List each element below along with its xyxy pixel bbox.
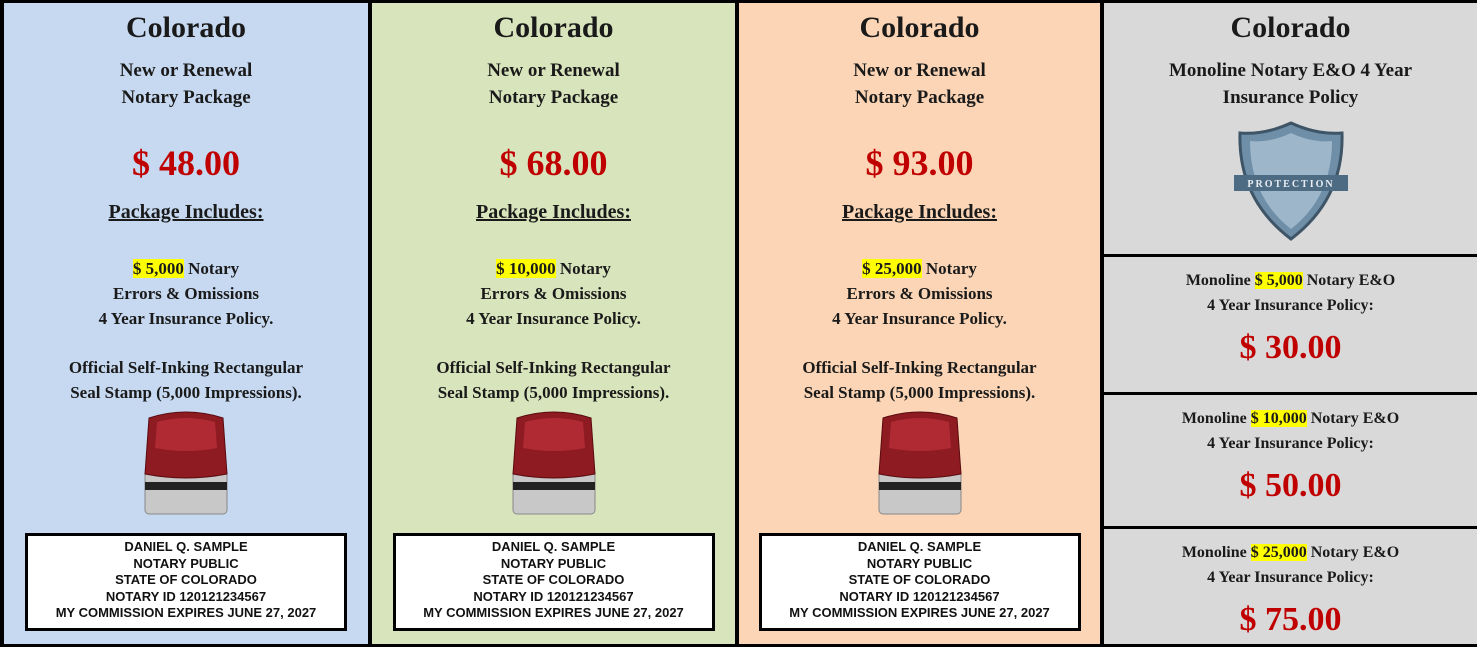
package-title: Notary Package <box>372 86 735 111</box>
coverage-line: $ 5,000 Notary <box>4 258 368 280</box>
policy-suffix: Notary E&O <box>1311 410 1399 427</box>
stamp-line: Official Self-Inking Rectangular <box>372 357 735 379</box>
policy-heading: Monoline $ 25,000 Notary E&O <box>1104 543 1477 564</box>
includes-label: Package Includes: <box>4 199 368 225</box>
seal-line: MY COMMISSION EXPIRES JUNE 27, 2027 <box>396 605 712 622</box>
stamp-slot <box>145 482 227 490</box>
seal-line: NOTARY ID 120121234567 <box>762 589 1078 606</box>
seal-line: STATE OF COLORADO <box>762 572 1078 589</box>
coverage-amount: $ 5,000 <box>133 259 184 278</box>
policy-line: Errors & Omissions <box>372 283 735 305</box>
shield-image-box: PROTECTION <box>1232 119 1350 248</box>
coverage-amount: $ 25,000 <box>862 259 922 278</box>
state-title: Colorado <box>739 8 1100 47</box>
page: ColoradoNew or RenewalNotary Package$ 48… <box>0 0 1477 647</box>
policy-line: Errors & Omissions <box>739 283 1100 305</box>
seal-line: NOTARY PUBLIC <box>28 556 344 573</box>
package-title: New or Renewal <box>739 59 1100 84</box>
stamp-image <box>131 408 241 520</box>
policy-prefix: Monoline <box>1182 410 1247 427</box>
shield-image: PROTECTION <box>1232 119 1350 243</box>
policy-heading: Monoline $ 10,000 Notary E&O <box>1104 409 1477 430</box>
policy-coverage: $ 25,000 <box>1251 544 1307 561</box>
policy-line: 4 Year Insurance Policy. <box>739 308 1100 330</box>
coverage-line: $ 10,000 Notary <box>372 258 735 280</box>
stamp-top <box>889 418 951 451</box>
state-title: Colorado <box>372 8 735 47</box>
shield-label: PROTECTION <box>1247 179 1334 190</box>
coverage-amount: $ 10,000 <box>496 259 556 278</box>
stamp-line: Official Self-Inking Rectangular <box>4 357 368 379</box>
policy-price: $ 75.00 <box>1104 598 1477 642</box>
coverage-line: $ 25,000 Notary <box>739 258 1100 280</box>
coverage-text: Notary <box>188 259 239 278</box>
monoline-title: Monoline Notary E&O 4 Year <box>1104 59 1477 84</box>
row-divider <box>1104 254 1477 257</box>
coverage-text: Notary <box>926 259 977 278</box>
coverage-text: Notary <box>560 259 611 278</box>
stamp-line: Seal Stamp (5,000 Impressions). <box>739 382 1100 404</box>
package-title: New or Renewal <box>4 59 368 84</box>
package-title: Notary Package <box>4 86 368 111</box>
policy-heading: Monoline $ 5,000 Notary E&O <box>1104 271 1477 292</box>
row-divider <box>1104 392 1477 395</box>
price: $ 68.00 <box>372 140 735 187</box>
policy-price: $ 50.00 <box>1104 464 1477 508</box>
seal-line: STATE OF COLORADO <box>396 572 712 589</box>
stamp-line: Seal Stamp (5,000 Impressions). <box>4 382 368 404</box>
state-title: Colorado <box>4 8 368 47</box>
policy-prefix: Monoline <box>1186 272 1251 289</box>
policy-line: Errors & Omissions <box>4 283 368 305</box>
stamp-image-box <box>131 408 241 525</box>
stamp-line: Official Self-Inking Rectangular <box>739 357 1100 379</box>
seal-line: DANIEL Q. SAMPLE <box>396 539 712 556</box>
stamp-image <box>865 408 975 520</box>
policy-suffix: Notary E&O <box>1307 272 1395 289</box>
stamp-top <box>155 418 217 451</box>
includes-label: Package Includes: <box>372 199 735 225</box>
seal-line: DANIEL Q. SAMPLE <box>28 539 344 556</box>
seal-line: NOTARY PUBLIC <box>762 556 1078 573</box>
seal-line: MY COMMISSION EXPIRES JUNE 27, 2027 <box>28 605 344 622</box>
price: $ 93.00 <box>739 140 1100 187</box>
policy-line: 4 Year Insurance Policy: <box>1104 434 1477 455</box>
stamp-slot <box>513 482 595 490</box>
row-divider <box>1104 526 1477 529</box>
stamp-image-box <box>865 408 975 525</box>
stamp-slot <box>879 482 961 490</box>
stamp-top <box>523 418 585 451</box>
policy-price: $ 30.00 <box>1104 326 1477 370</box>
stamp-image-box <box>499 408 609 525</box>
seal-line: MY COMMISSION EXPIRES JUNE 27, 2027 <box>762 605 1078 622</box>
state-title: Colorado <box>1104 8 1477 47</box>
monoline-title: Insurance Policy <box>1104 86 1477 111</box>
policy-coverage: $ 10,000 <box>1251 410 1307 427</box>
seal-line: NOTARY ID 120121234567 <box>28 589 344 606</box>
price: $ 48.00 <box>4 140 368 187</box>
policy-suffix: Notary E&O <box>1311 544 1399 561</box>
includes-label: Package Includes: <box>739 199 1100 225</box>
policy-line: 4 Year Insurance Policy: <box>1104 568 1477 589</box>
seal-line: NOTARY ID 120121234567 <box>396 589 712 606</box>
seal-line: NOTARY PUBLIC <box>396 556 712 573</box>
policy-prefix: Monoline <box>1182 544 1247 561</box>
seal-line: STATE OF COLORADO <box>28 572 344 589</box>
policy-line: 4 Year Insurance Policy: <box>1104 296 1477 317</box>
package-title: Notary Package <box>739 86 1100 111</box>
policy-line: 4 Year Insurance Policy. <box>4 308 368 330</box>
package-title: New or Renewal <box>372 59 735 84</box>
stamp-image <box>499 408 609 520</box>
policy-coverage: $ 5,000 <box>1255 272 1303 289</box>
seal-line: DANIEL Q. SAMPLE <box>762 539 1078 556</box>
stamp-line: Seal Stamp (5,000 Impressions). <box>372 382 735 404</box>
policy-line: 4 Year Insurance Policy. <box>372 308 735 330</box>
